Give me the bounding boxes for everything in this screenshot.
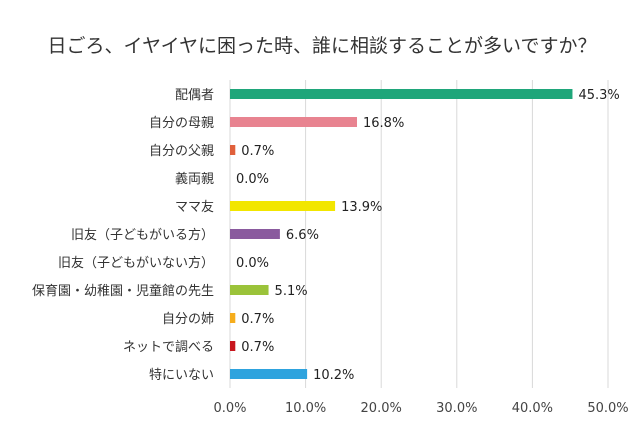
bar	[230, 285, 269, 295]
value-labels: 45.3%16.8%0.7%0.0%13.9%6.6%0.0%5.1%0.7%0…	[236, 88, 620, 383]
category-label: 配偶者	[175, 88, 214, 103]
x-axis-ticks: 0.0% 10.0% 20.0% 30.0% 40.0% 50.0%	[213, 401, 628, 416]
bar	[230, 145, 236, 155]
bars	[230, 89, 573, 379]
x-tick-label: 0.0%	[213, 401, 246, 416]
value-label: 0.0%	[236, 256, 269, 271]
x-tick-label: 40.0%	[512, 401, 553, 416]
category-label: ママ友	[175, 199, 214, 215]
x-tick-label: 50.0%	[587, 401, 628, 416]
value-label: 0.0%	[236, 172, 269, 187]
x-tick-label: 20.0%	[361, 401, 402, 416]
value-label: 10.2%	[313, 368, 354, 383]
value-label: 0.7%	[241, 340, 274, 355]
bar	[230, 229, 280, 239]
value-label: 0.7%	[241, 144, 274, 159]
bar	[230, 117, 358, 127]
bar	[230, 369, 308, 379]
category-label: 自分の姉	[162, 312, 214, 327]
bar	[230, 313, 236, 323]
gridlines	[229, 80, 609, 388]
x-tick-label: 10.0%	[285, 401, 326, 416]
bar	[230, 89, 573, 99]
bar	[230, 341, 236, 351]
value-label: 6.6%	[286, 228, 319, 243]
value-label: 45.3%	[578, 88, 619, 103]
x-tick-label: 30.0%	[436, 401, 477, 416]
value-label: 5.1%	[275, 284, 308, 299]
value-label: 0.7%	[241, 312, 274, 327]
category-label: 義両親	[175, 171, 214, 187]
category-label: 特にいない	[149, 368, 214, 383]
category-label: 自分の父親	[149, 144, 214, 159]
category-label: 旧友（子どもがいる方）	[71, 227, 214, 243]
category-label: 保育園・幼稚園・児童館の先生	[32, 283, 214, 299]
category-label: ネットで調べる	[123, 340, 214, 355]
bar	[230, 201, 336, 211]
category-label: 自分の母親	[149, 116, 214, 131]
value-label: 16.8%	[363, 116, 404, 131]
category-label: 旧友（子どもがいない方）	[58, 255, 214, 271]
chart-title: 日ごろ、イヤイヤに困った時、誰に相談することが多いですか？	[48, 35, 597, 57]
value-label: 13.9%	[341, 200, 382, 215]
